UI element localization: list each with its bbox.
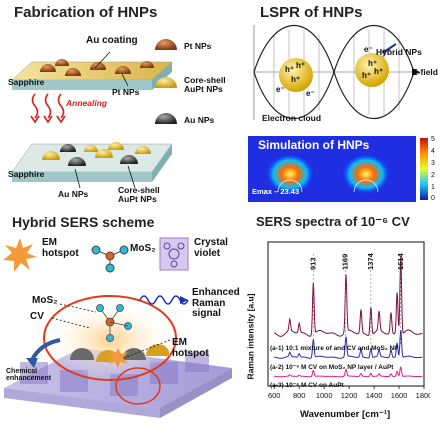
crystal-violet-icon (159, 237, 189, 271)
colorbar-tick: 1 (431, 184, 435, 191)
chemical-arrow (30, 338, 61, 361)
em-hotspot-star (108, 348, 128, 369)
fabrication-diagram (11, 39, 177, 189)
highlight-ellipse-small (115, 367, 161, 405)
hybrid-np-left (279, 58, 313, 92)
svg-text:h⁺: h⁺ (362, 71, 371, 80)
peak-label: 913 (308, 257, 317, 270)
svg-text:h⁺: h⁺ (296, 61, 305, 70)
annealing-label: Annealing (66, 98, 108, 108)
lspr-title: LSPR of HNPs (260, 4, 363, 21)
svg-text:e⁻: e⁻ (364, 45, 373, 54)
simulation-map (248, 136, 428, 202)
y-axis-label: Raman intensity [a.u] (245, 293, 256, 380)
legend-entry-a2: (a-2) 10⁻⁶ M CV on MoS₂ NP layer / AuPt (270, 364, 394, 371)
fabrication-legend-icons (155, 39, 177, 124)
mos2-molecule-icon (91, 245, 129, 273)
x-tick-label: 1600 (391, 391, 408, 400)
series-line-1 (273, 256, 423, 337)
simulation-title: Simulation of HNPs (258, 138, 370, 152)
colorbar-tick: 0 (431, 195, 435, 202)
chart-title: SERS spectra of 10⁻⁶ CV (256, 214, 410, 229)
star-burst-icon (3, 238, 37, 272)
bottom-substrate (11, 142, 173, 182)
hybrid-nps-label: Hybrid NPs (376, 47, 422, 57)
fabrication-title: Fabrication of HNPs (14, 4, 158, 21)
sapphire-bottom-label: Sapphire (8, 169, 45, 179)
lspr-diagram: h⁺h⁺h⁺ h⁺h⁺h⁺ e⁻e⁻e⁻e⁻ (253, 24, 420, 120)
legend-entry-a3: (a-3) 10⁻⁶ M CV on AuPt (270, 382, 344, 389)
au-coating-label: Au coating (86, 35, 138, 46)
highlight-ellipse (43, 295, 177, 381)
colorbar-ticks: 5 4 3 2 1 0 (431, 136, 445, 202)
svg-text:h⁺: h⁺ (374, 67, 383, 76)
legend-mos2-label: MoS₂ (130, 243, 156, 254)
pt-nps-label: Pt NPs (112, 87, 140, 97)
enhanced-raman-label: Enhanced Raman signal (192, 287, 240, 319)
scheme-cv-label: CV (30, 311, 44, 322)
svg-text:h⁺: h⁺ (368, 59, 377, 68)
x-axis-label: Wavenumber [cm⁻¹] (300, 409, 391, 420)
x-tick-label: 800 (293, 391, 306, 400)
colorbar-tick: 2 (431, 172, 435, 179)
bottom-particles (42, 142, 151, 166)
sers-spectra-chart: 600 800 1000 1200 1400 1600 1800 913 1169 1374 161… (267, 241, 430, 400)
hybrid-np-right (355, 53, 389, 87)
svg-text:e⁻: e⁻ (306, 89, 315, 98)
x-tick-label: 1400 (366, 391, 383, 400)
plot-frame (267, 241, 425, 387)
svg-text:e⁻: e⁻ (276, 85, 285, 94)
peak-label: 1169 (340, 254, 349, 270)
series-line-2 (274, 330, 423, 359)
chemical-enhancement-label: Chemical enhancement (6, 368, 52, 383)
electron-cloud-label: Electron cloud (262, 113, 322, 123)
colorbar-tick: 5 (431, 136, 435, 143)
scheme-em-hotspot-label: EM hotspot (172, 337, 209, 359)
x-tick-label: 1200 (341, 391, 358, 400)
legend-coreshell-label: Core-shell AuPt NPs (184, 75, 226, 94)
sapphire-top-label: Sapphire (8, 77, 45, 87)
svg-text:h⁺: h⁺ (291, 75, 300, 84)
scheme-mos2-label: MoS₂ (32, 295, 58, 306)
emax-label: Emax – 23.43 (252, 187, 300, 196)
legend-pt-label: Pt NPs (184, 41, 212, 51)
au-nps-label: Au NPs (58, 189, 89, 199)
colorbar-tick: 4 (431, 148, 435, 155)
x-tick-label: 1000 (316, 391, 333, 400)
legend-cv-label: Crystal violet (194, 237, 228, 259)
efield-wave-2 (253, 24, 415, 120)
peak-label: 1374 (366, 252, 375, 270)
legend-au-label: Au NPs (184, 115, 215, 125)
colorbar-tick: 3 (431, 160, 435, 167)
peak-label: 1614 (396, 252, 405, 270)
legend-entry-a1: (a-1) 10:1 mixture of and CV and MoS₂ NP (270, 345, 399, 352)
legend-em-hotspot-label: EM hotspot (42, 237, 79, 259)
annealing-arrows (30, 93, 66, 124)
svg-text:h⁺: h⁺ (285, 65, 294, 74)
efield-label: E-field (412, 67, 438, 77)
sers-scheme-legend-icons (3, 237, 189, 273)
sers-scheme-title: Hybrid SERS scheme (12, 214, 155, 230)
x-tick-label: 600 (268, 391, 281, 400)
x-tick-label: 1800 (416, 391, 430, 400)
mos2-cluster (96, 304, 132, 342)
top-pt-particles (40, 59, 154, 76)
sers-scheme-diagram (4, 295, 232, 418)
series-line-3 (274, 366, 423, 378)
coreshell-bottom-label: Core-shell AuPt NPs (118, 185, 160, 204)
